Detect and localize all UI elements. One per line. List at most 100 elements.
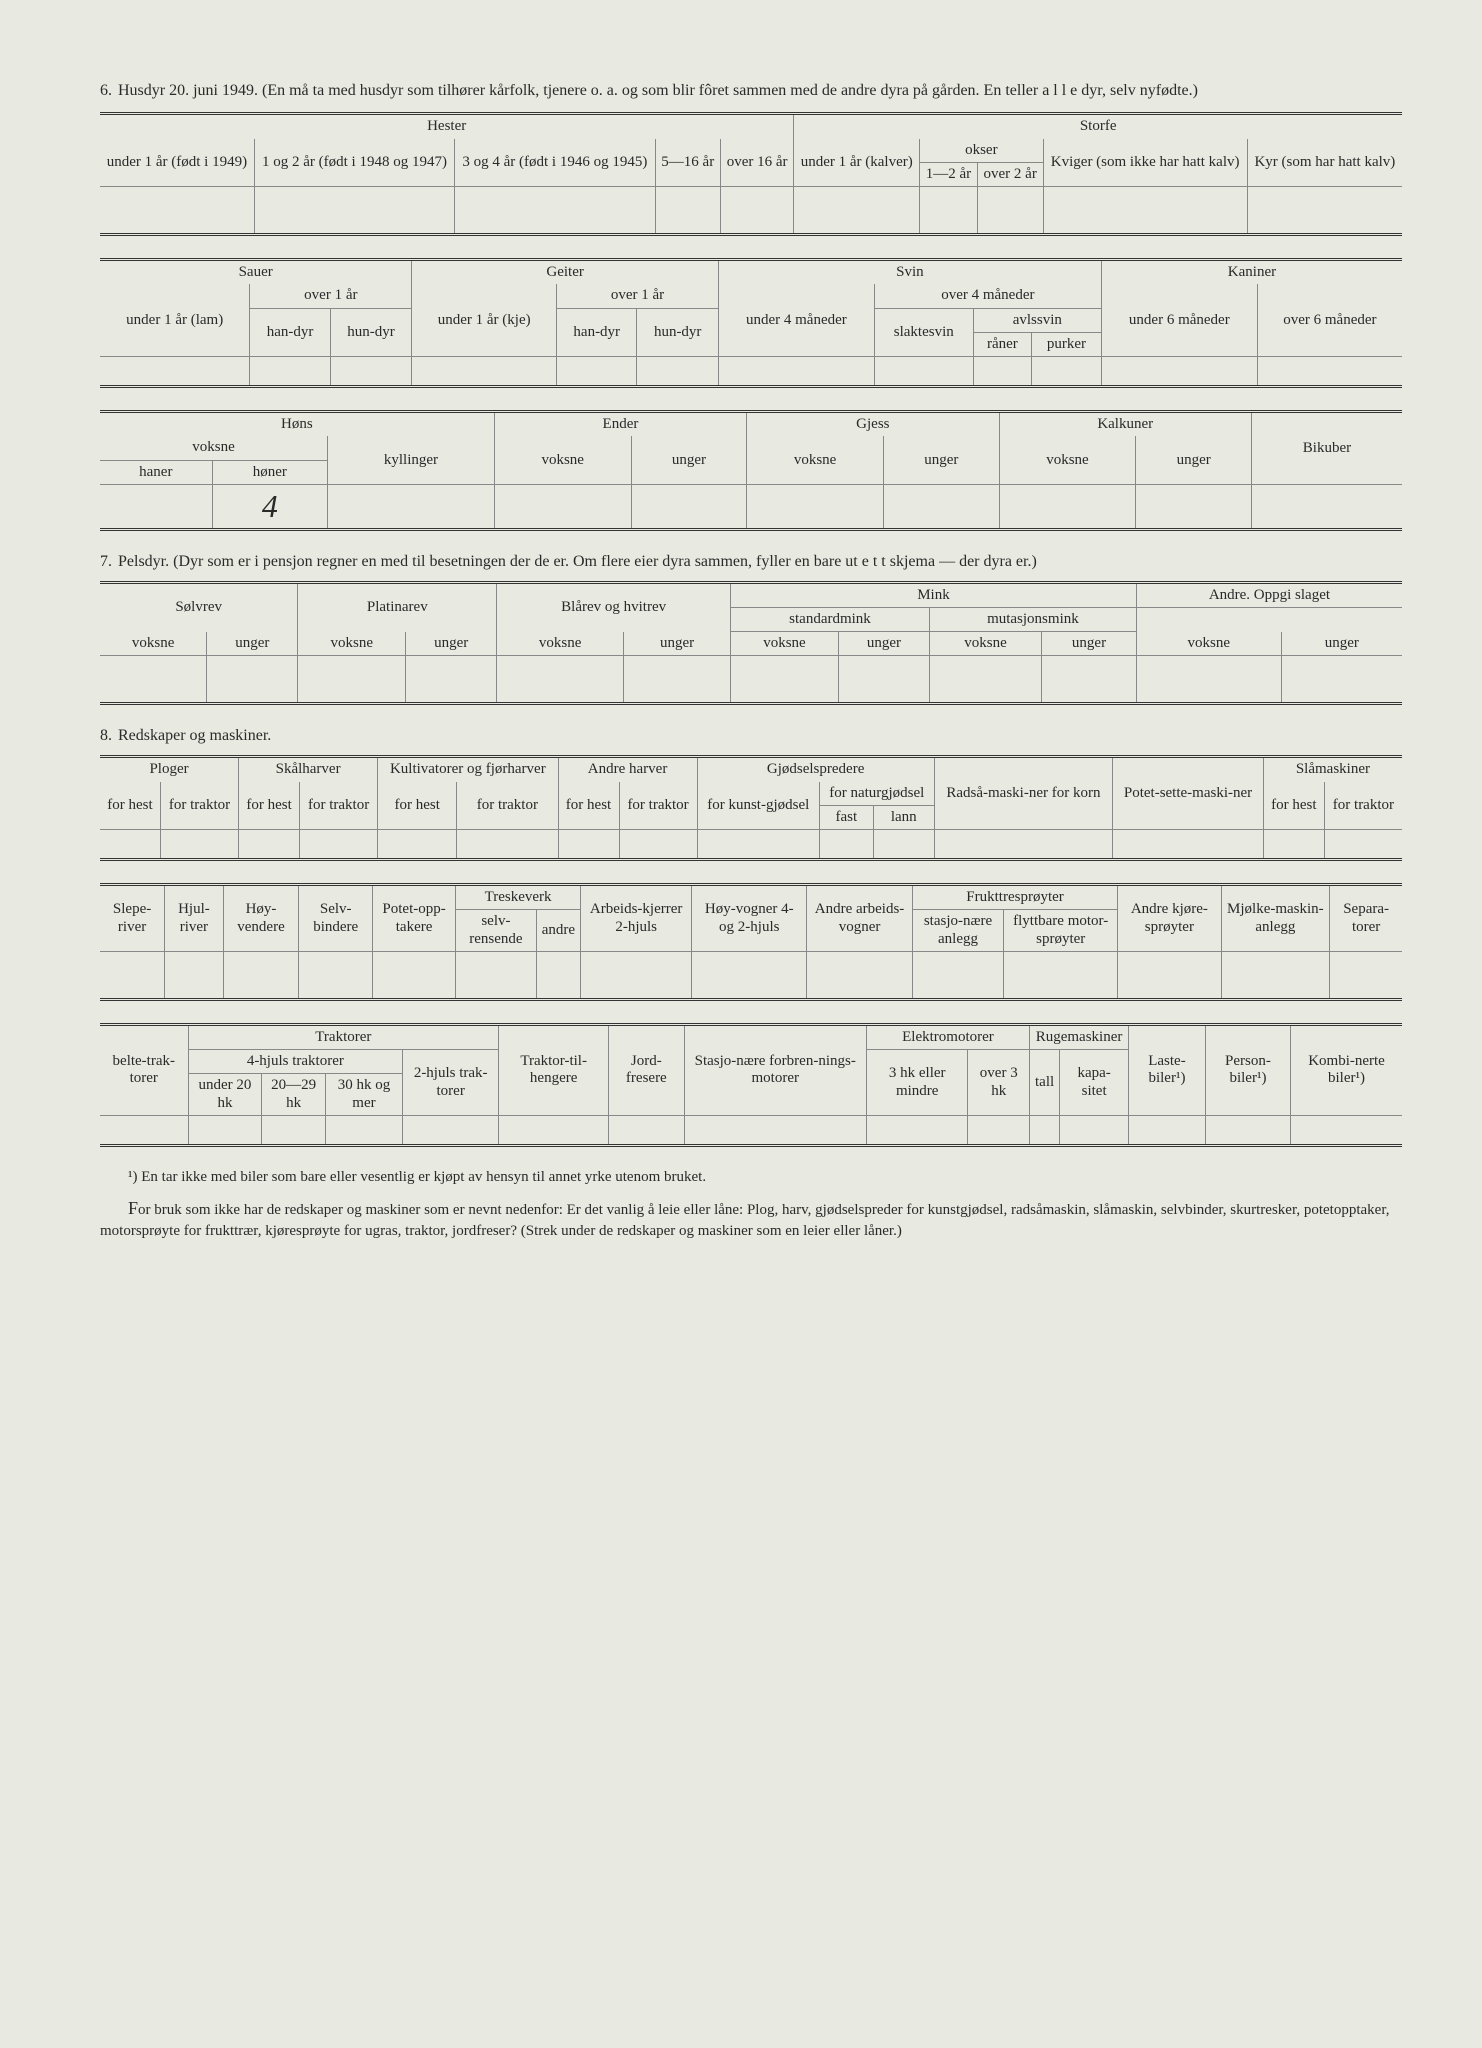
g-rugemaskiner: Rugemaskiner bbox=[1030, 1024, 1129, 1049]
cell[interactable] bbox=[731, 656, 839, 704]
cell[interactable] bbox=[1257, 357, 1402, 387]
cell[interactable] bbox=[325, 1115, 402, 1145]
cell[interactable] bbox=[1043, 187, 1247, 235]
cell[interactable] bbox=[884, 484, 1000, 529]
cell[interactable] bbox=[1205, 1115, 1290, 1145]
cell[interactable] bbox=[747, 484, 884, 529]
cell[interactable] bbox=[456, 951, 537, 999]
col-h7b: over 2 år bbox=[977, 162, 1043, 186]
cell[interactable] bbox=[1060, 1115, 1129, 1145]
cell[interactable] bbox=[100, 357, 250, 387]
cell[interactable] bbox=[100, 484, 212, 529]
cell[interactable] bbox=[330, 357, 412, 387]
cell[interactable] bbox=[1330, 951, 1402, 999]
cell[interactable] bbox=[262, 1115, 325, 1145]
col-sau1: under 1 år (lam) bbox=[100, 284, 250, 356]
cell[interactable] bbox=[557, 357, 637, 387]
cell[interactable] bbox=[720, 187, 793, 235]
cell[interactable] bbox=[160, 830, 238, 860]
cell[interactable] bbox=[100, 656, 207, 704]
col: for hest bbox=[558, 782, 619, 830]
cell[interactable] bbox=[100, 830, 160, 860]
cell[interactable] bbox=[692, 951, 807, 999]
group-andre: Andre. Oppgi slaget bbox=[1136, 582, 1402, 607]
cell[interactable] bbox=[406, 656, 497, 704]
col-geit2b: hun-dyr bbox=[637, 308, 719, 357]
cell[interactable] bbox=[934, 830, 1113, 860]
cell[interactable] bbox=[999, 484, 1136, 529]
cell[interactable] bbox=[254, 187, 454, 235]
cell[interactable] bbox=[912, 951, 1003, 999]
cell[interactable] bbox=[637, 357, 719, 387]
cell[interactable] bbox=[1324, 830, 1402, 860]
cell[interactable] bbox=[1113, 830, 1264, 860]
cell[interactable] bbox=[100, 1115, 188, 1145]
cell[interactable] bbox=[874, 357, 973, 387]
cell[interactable] bbox=[1251, 484, 1402, 529]
cell[interactable] bbox=[1263, 830, 1324, 860]
cell[interactable] bbox=[1129, 1115, 1206, 1145]
cell[interactable] bbox=[188, 1115, 262, 1145]
cell[interactable] bbox=[1030, 1115, 1060, 1145]
cell[interactable] bbox=[1136, 484, 1252, 529]
cell[interactable] bbox=[100, 187, 254, 235]
cell[interactable] bbox=[968, 1115, 1030, 1145]
cell[interactable] bbox=[223, 951, 299, 999]
cell[interactable] bbox=[239, 830, 300, 860]
cell[interactable] bbox=[794, 187, 920, 235]
cell[interactable] bbox=[499, 1115, 609, 1145]
cell[interactable] bbox=[1281, 656, 1402, 704]
cell[interactable] bbox=[920, 187, 978, 235]
cell[interactable] bbox=[378, 830, 457, 860]
cell[interactable] bbox=[494, 484, 631, 529]
cell[interactable] bbox=[1004, 951, 1118, 999]
section8-title: Redskaper og maskiner. bbox=[118, 727, 271, 744]
cell[interactable] bbox=[457, 830, 558, 860]
cell[interactable] bbox=[631, 484, 747, 529]
cell[interactable] bbox=[1291, 1115, 1402, 1145]
cell[interactable] bbox=[866, 1115, 968, 1145]
cell[interactable] bbox=[1032, 357, 1102, 387]
cell[interactable] bbox=[655, 187, 720, 235]
col-andrevogner: Andre arbeids-vogner bbox=[807, 885, 913, 952]
cell[interactable] bbox=[328, 484, 495, 529]
cell[interactable] bbox=[697, 830, 819, 860]
cell[interactable] bbox=[873, 830, 934, 860]
cell[interactable] bbox=[403, 1115, 499, 1145]
cell[interactable] bbox=[412, 357, 557, 387]
cell[interactable] bbox=[1101, 357, 1257, 387]
cell[interactable] bbox=[977, 187, 1043, 235]
cell[interactable] bbox=[497, 656, 624, 704]
group-mink: Mink bbox=[731, 582, 1137, 607]
cell[interactable] bbox=[558, 830, 619, 860]
cell[interactable] bbox=[1136, 656, 1281, 704]
cell[interactable] bbox=[207, 656, 298, 704]
col-ender-voksne: voksne bbox=[494, 436, 631, 484]
cell[interactable] bbox=[684, 1115, 866, 1145]
cell[interactable] bbox=[807, 951, 913, 999]
cell-honer-value[interactable]: 4 bbox=[212, 484, 328, 529]
cell[interactable] bbox=[299, 951, 373, 999]
cell[interactable] bbox=[581, 951, 692, 999]
cell[interactable] bbox=[609, 1115, 684, 1145]
cell[interactable] bbox=[165, 951, 224, 999]
cell[interactable] bbox=[298, 656, 406, 704]
cell[interactable] bbox=[929, 656, 1041, 704]
cell[interactable] bbox=[1042, 656, 1137, 704]
cell[interactable] bbox=[536, 951, 580, 999]
cell[interactable] bbox=[455, 187, 655, 235]
cell[interactable] bbox=[838, 656, 929, 704]
cell[interactable] bbox=[1247, 187, 1402, 235]
cell[interactable] bbox=[250, 357, 330, 387]
cell[interactable] bbox=[100, 951, 165, 999]
cell[interactable] bbox=[624, 656, 731, 704]
cell[interactable] bbox=[1221, 951, 1330, 999]
cell[interactable] bbox=[718, 357, 874, 387]
cell[interactable] bbox=[373, 951, 456, 999]
cell[interactable] bbox=[1118, 951, 1221, 999]
cell[interactable] bbox=[300, 830, 378, 860]
cell[interactable] bbox=[819, 830, 873, 860]
cell[interactable] bbox=[619, 830, 697, 860]
cell[interactable] bbox=[973, 357, 1031, 387]
group-platinarev: Platinarev bbox=[298, 582, 497, 632]
